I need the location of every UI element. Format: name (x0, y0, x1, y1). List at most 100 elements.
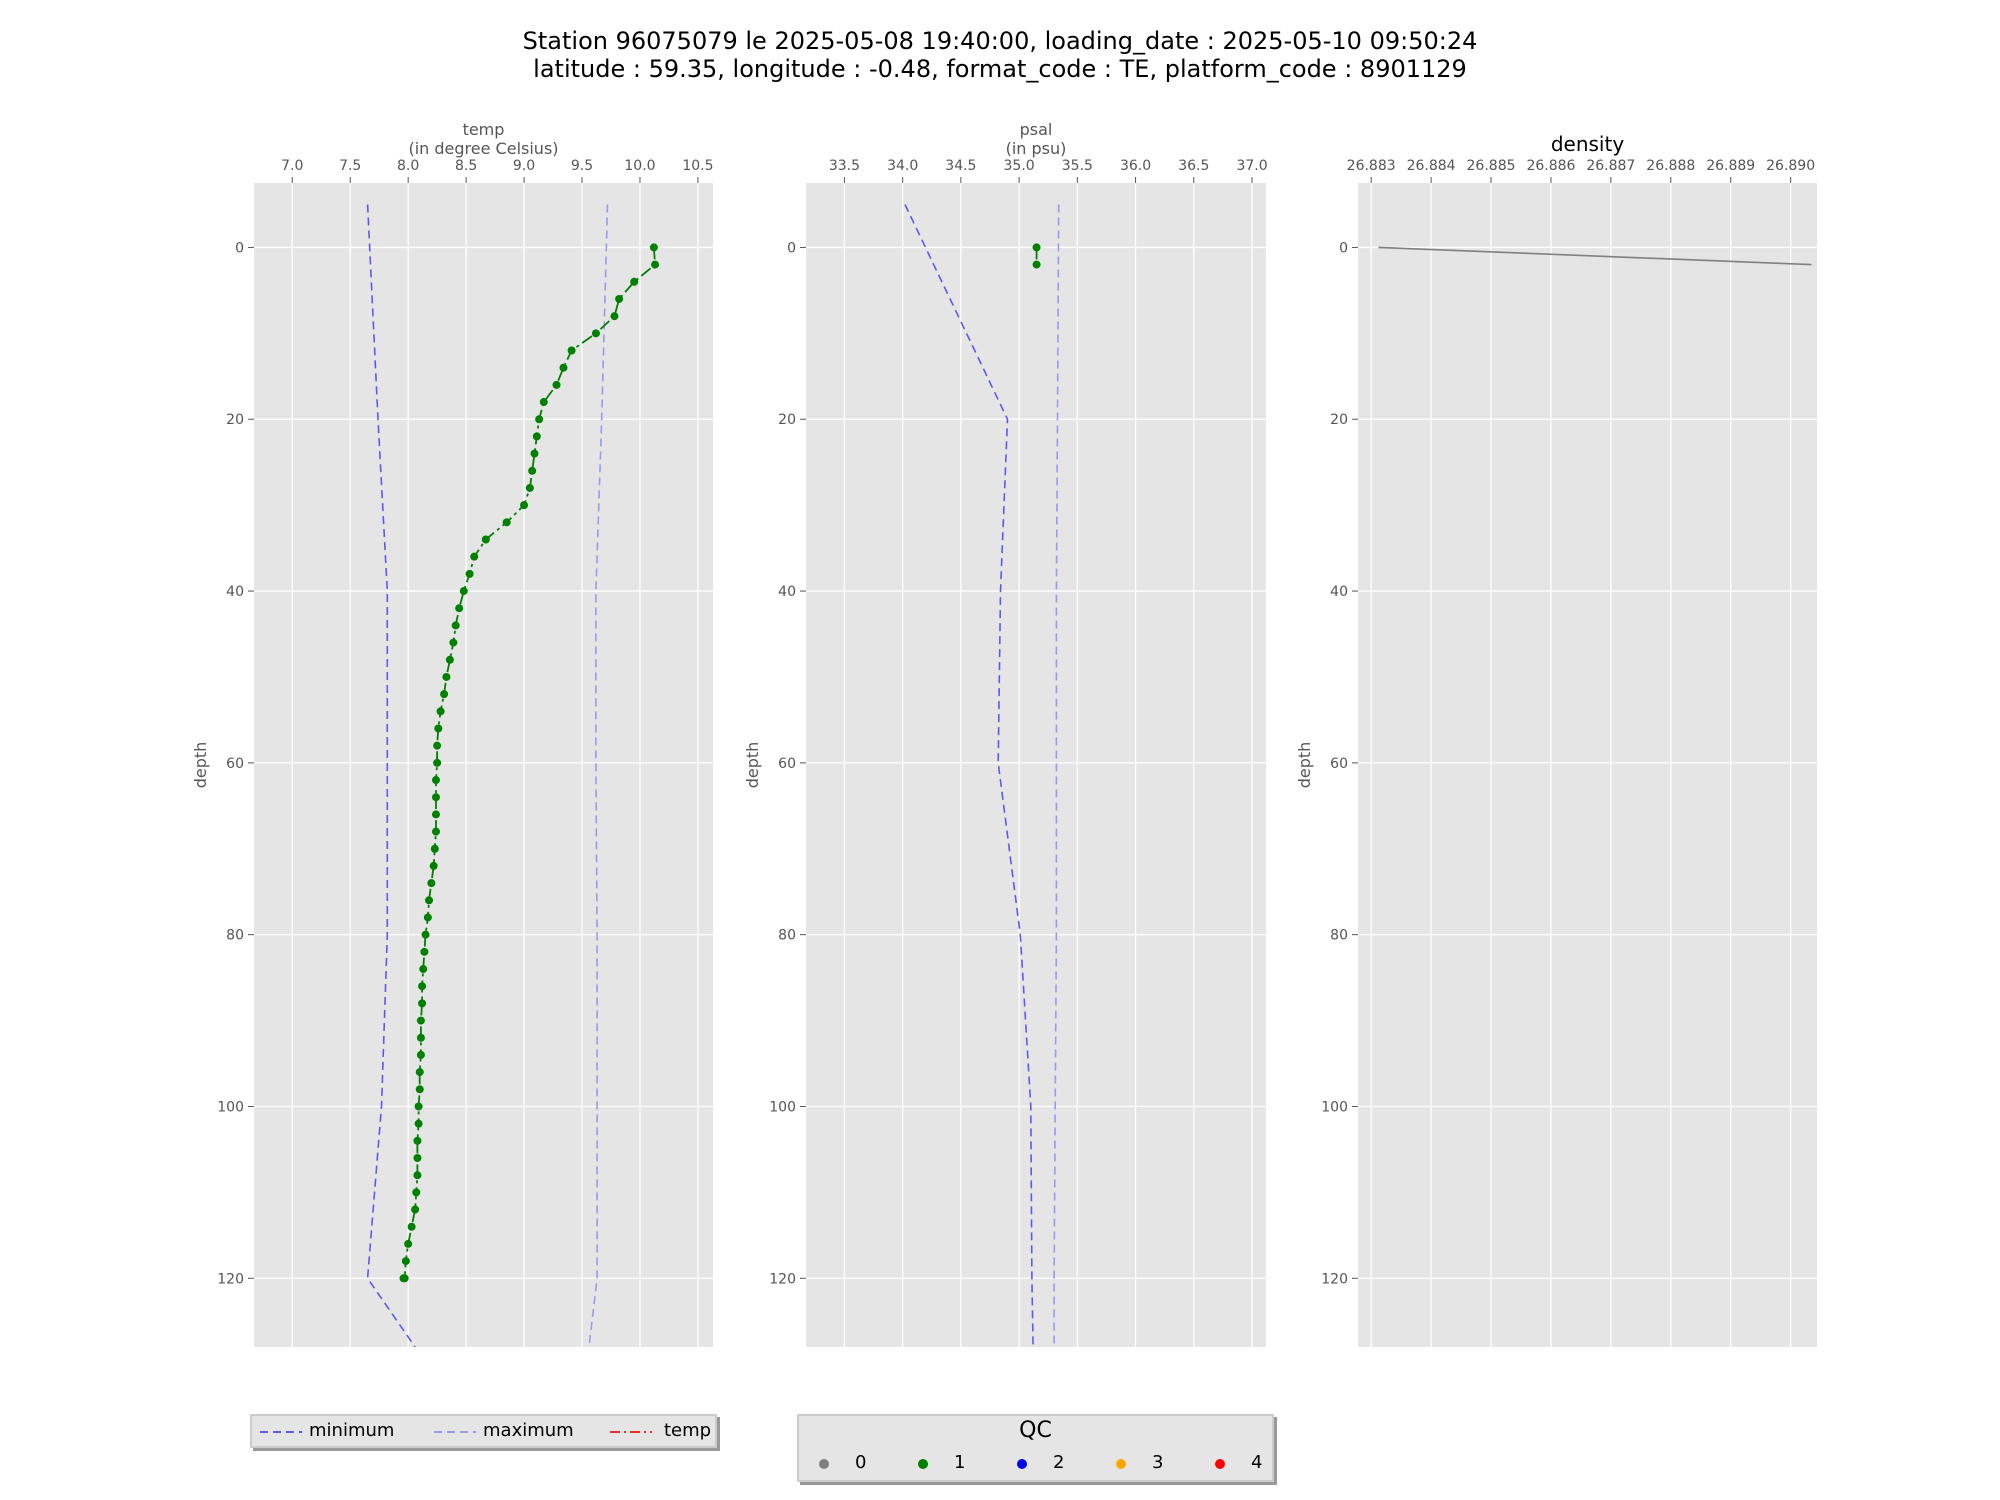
data-point-temp (651, 260, 660, 269)
line-legend: minimum maximum temp (250, 1414, 717, 1448)
data-point-temp (528, 466, 537, 475)
data-point-temp (440, 690, 449, 699)
data-point-temp (415, 1085, 424, 1094)
data-point-temp (465, 569, 474, 578)
x-tick-label: 7.0 (281, 158, 303, 174)
series-density-line (1378, 246, 1812, 266)
data-point-temp (431, 827, 440, 836)
plot-area (254, 183, 713, 1347)
data-point-temp (413, 1171, 422, 1180)
data-point-temp (431, 810, 440, 819)
x-tick-label: 34.5 (945, 158, 976, 174)
qc-label-4: 4 (1251, 1452, 1263, 1473)
legend-label-minimum: minimum (309, 1420, 395, 1441)
data-point-psal (1032, 260, 1041, 269)
data-point-temp (419, 965, 428, 974)
data-point-temp (431, 793, 440, 802)
qc-legend: QC 0 1 2 3 4 (797, 1414, 1274, 1482)
legend-label-temp: temp (664, 1420, 712, 1441)
series-minimum-line (366, 204, 416, 1347)
x-tick-label: 34.0 (887, 158, 918, 174)
x-tick-label: 10.0 (624, 158, 655, 174)
data-point-temp (434, 724, 443, 733)
y-tick-label: 0 (1339, 240, 1348, 256)
qc-marker-2 (1017, 1459, 1027, 1469)
x-tick-label: 26.883 (1347, 158, 1396, 174)
data-point-temp (525, 483, 534, 492)
data-point-temp (416, 1050, 425, 1059)
y-axis-label: depth (1295, 742, 1314, 789)
x-tick-label: 8.5 (455, 158, 477, 174)
y-tick-label: 80 (226, 928, 244, 944)
qc-marker-3 (1116, 1459, 1126, 1469)
y-tick-label: 60 (778, 756, 796, 772)
x-tick-label: 26.888 (1646, 158, 1695, 174)
data-point-temp (407, 1222, 416, 1231)
data-point-temp (610, 312, 619, 321)
data-point-temp (414, 1102, 423, 1111)
data-point-temp (423, 913, 432, 922)
qc-marker-4 (1215, 1459, 1225, 1469)
data-point-temp (414, 1119, 423, 1128)
y-tick-label: 20 (226, 412, 244, 428)
x-tick-label: 26.890 (1766, 158, 1815, 174)
x-tick-label: 36.5 (1178, 158, 1209, 174)
data-point-temp (416, 1016, 425, 1025)
panel-density: 26.883 26.884 26.885 26.886 26.887 26.888 26.8… (1295, 132, 1817, 1347)
data-point-temp (418, 999, 427, 1008)
data-point-temp (481, 535, 490, 544)
y-tick-label: 60 (226, 756, 244, 772)
series-maximum-line (588, 204, 609, 1347)
data-point-temp (451, 621, 460, 630)
x-tick-label: 35.5 (1062, 158, 1093, 174)
data-point-temp (567, 346, 576, 355)
data-point-temp (415, 1068, 424, 1077)
legend-swatch-minimum (260, 1431, 302, 1433)
x-axis-label-line-2: (in degree Celsius) (408, 139, 558, 158)
legend-label-maximum: maximum (483, 1420, 574, 1441)
x-tick-label: 9.5 (571, 158, 593, 174)
data-point-temp (532, 432, 541, 441)
x-tick-label: 26.887 (1586, 158, 1635, 174)
x-tick-label: 37.0 (1236, 158, 1267, 174)
data-point-temp (413, 1154, 422, 1163)
data-point-temp (420, 947, 429, 956)
data-point-temp (535, 415, 544, 424)
data-point-temp (429, 861, 438, 870)
x-tick-label: 26.885 (1467, 158, 1516, 174)
data-point-temp (445, 655, 454, 664)
y-tick-label: 40 (1330, 584, 1348, 600)
plot-area (1358, 183, 1817, 1347)
data-point-temp (591, 329, 600, 338)
y-axis-label: depth (743, 742, 762, 789)
qc-marker-0 (819, 1459, 829, 1469)
x-axis-label-line-1: temp (463, 120, 505, 139)
qc-label-2: 2 (1053, 1452, 1065, 1473)
y-tick-label: 0 (235, 240, 244, 256)
qc-marker-1 (918, 1459, 928, 1469)
data-point-temp (615, 294, 624, 303)
data-point-temp (470, 552, 479, 561)
data-point-psal (1032, 243, 1041, 252)
data-point-temp (530, 449, 539, 458)
data-point-temp (433, 741, 442, 750)
data-point-temp (416, 1033, 425, 1042)
y-tick-label: 120 (217, 1271, 244, 1287)
data-point-temp (431, 776, 440, 785)
qc-label-1: 1 (954, 1452, 966, 1473)
data-point-temp (649, 243, 658, 252)
x-axis-label-line-1: psal (1020, 120, 1053, 139)
data-point-temp (455, 604, 464, 613)
y-tick-label: 20 (778, 412, 796, 428)
qc-label-0: 0 (855, 1452, 867, 1473)
panel-title: density (1551, 132, 1624, 156)
series-maximum-line (1053, 204, 1060, 1347)
x-tick-label: 26.886 (1526, 158, 1575, 174)
data-point-temp (425, 896, 434, 905)
y-tick-label: 60 (1330, 756, 1348, 772)
x-tick-label: 8.0 (397, 158, 419, 174)
data-point-temp (449, 638, 458, 647)
legend-swatch-maximum (434, 1431, 476, 1433)
x-tick-label: 9.0 (513, 158, 535, 174)
